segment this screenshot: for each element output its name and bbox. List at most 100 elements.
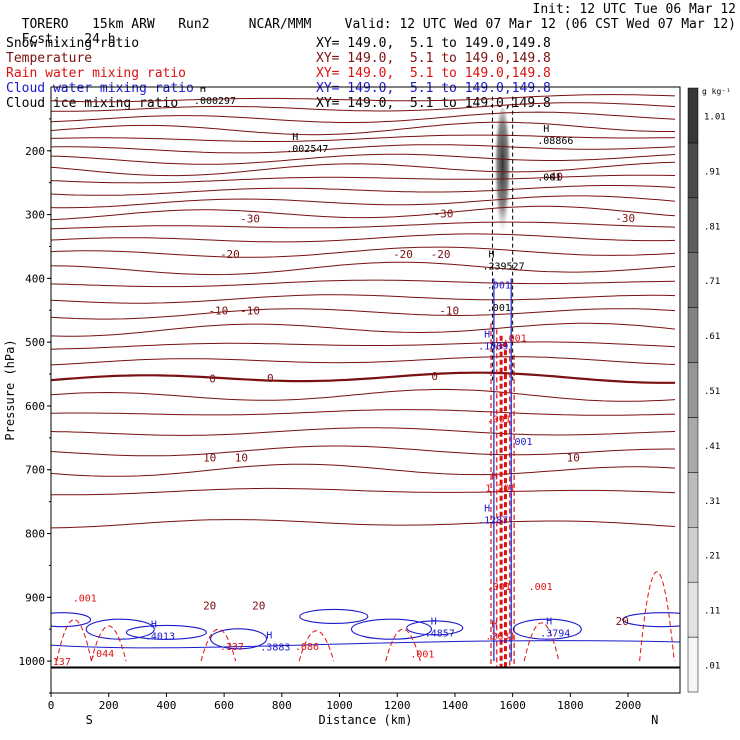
colorbar-segment (687, 581, 699, 638)
cloud-water-contour (51, 612, 92, 628)
colorbar-segment (687, 252, 699, 308)
colorbar-segment (687, 527, 699, 583)
fcst-hours: 24 h (84, 32, 116, 47)
colorbar-segment (687, 87, 699, 144)
isotherm-line (51, 195, 676, 209)
colorbar-label: .51 (704, 387, 720, 397)
isotherm-line (51, 144, 676, 154)
y-tick-label: 900 (25, 591, 45, 604)
isotherm-line (51, 246, 676, 258)
rain-contour (639, 571, 675, 662)
center-name: NCAR/MMM (248, 17, 312, 32)
extremum-marker: H (484, 329, 490, 340)
isotherm-line (51, 134, 676, 142)
model-resolution: 15km ARW (92, 17, 155, 32)
legend-snow-xy: XY= 149.0, 5.1 to 149.0,149.8 (316, 36, 551, 51)
valid-time: Valid: 12 UTC Wed 07 Mar 12 (06 CST Wed … (344, 17, 736, 32)
extremum-marker: H (484, 503, 490, 514)
isotherm-line (51, 294, 676, 304)
isotherm-line (51, 445, 675, 457)
y-tick-label: 700 (25, 464, 45, 477)
isotherm-line (51, 341, 676, 350)
x-tick-label: 0 (48, 699, 55, 712)
cloud-water-contour (209, 628, 268, 650)
extremum-value: .001 (537, 172, 561, 183)
extremum-value: .044 (90, 649, 114, 660)
isotherm-label: 20 (252, 600, 265, 613)
extremum-value: .001 (73, 593, 97, 604)
colorbar-label: .71 (704, 277, 720, 287)
fcst-label: Fcst: (21, 32, 61, 47)
isotherm-label: -30 (240, 212, 260, 225)
extremum-value: 1.201 (485, 484, 515, 495)
extremum-marker: H (292, 132, 298, 143)
x-tick-label: 400 (156, 699, 176, 712)
isotherm-line (51, 487, 676, 496)
cloud-water-contour (406, 620, 464, 636)
extremum-marker: H (200, 84, 206, 95)
x-tick-label: 1200 (384, 699, 411, 712)
colorbar-label: 1.01 (704, 112, 726, 122)
extremum-value: .001 (487, 303, 511, 314)
extremum-value: .001 (487, 582, 511, 593)
isotherm-line (51, 121, 675, 136)
legend-snow: Snow mixing ratio (6, 36, 140, 51)
isotherm-line (51, 174, 676, 184)
rain-contour (523, 622, 560, 662)
isotherm-line (51, 519, 676, 529)
y-axis-label: Pressure (hPa) (3, 339, 17, 440)
isotherm-line (51, 111, 676, 123)
x-tick-label: 800 (272, 699, 292, 712)
rain-contour (298, 630, 335, 662)
y-tick-label: 300 (25, 209, 45, 222)
extremum-value: .001 (529, 582, 553, 593)
cloud-water-contour (512, 618, 582, 640)
rain-contour (385, 628, 421, 662)
extremum-value: .3794 (540, 628, 570, 639)
isotherm-label: 10 (203, 452, 216, 465)
isotherm-line (51, 463, 676, 477)
extremum-value: .4013 (145, 632, 175, 643)
isotherm-label: 0 (267, 372, 274, 385)
colorbar-label: .11 (704, 607, 720, 617)
isotherm-label: 0 (209, 373, 216, 386)
isotherm-line (51, 161, 676, 177)
isotherm-line (51, 102, 676, 112)
y-tick-label: 500 (25, 336, 45, 349)
isotherm-label: -40 (543, 170, 563, 183)
extremum-value: .001 (487, 281, 511, 292)
extremum-value: .137 (220, 642, 244, 653)
rain-contour (90, 625, 127, 662)
legend-temperature-xy: XY= 149.0, 5.1 to 149.0,149.8 (316, 51, 551, 66)
extremum-marker: H (491, 472, 497, 483)
extremum-value: .3883 (260, 642, 290, 653)
model-name: TORERO (21, 17, 69, 32)
rain-contour (200, 628, 237, 662)
isotherm-line (51, 233, 676, 243)
isotherm-label: -10 (439, 304, 459, 317)
extremum-marker: H (266, 630, 272, 641)
colorbar-label: .31 (704, 497, 720, 507)
isotherm-line (51, 356, 676, 366)
cloud-water-contour (51, 640, 680, 649)
colorbar-label: .61 (704, 332, 720, 342)
extremum-value: .000297 (194, 96, 236, 107)
isotherm-line (51, 427, 676, 436)
isotherm-line (51, 371, 675, 384)
isotherm-line (51, 388, 676, 402)
extremum-marker: H (543, 124, 549, 135)
extremum-value: .239527 (482, 262, 524, 273)
isotherm-label: 10 (567, 452, 580, 465)
cloud-water-contour (299, 608, 369, 625)
header-model-line: TORERO 15km ARW Run2 NCAR/MMM (6, 2, 312, 32)
snow-core-shading (493, 107, 512, 252)
legend-temperature: Temperature (6, 51, 93, 66)
colorbar-label: .41 (704, 442, 720, 452)
y-tick-label: 1000 (19, 655, 46, 668)
extremum-marker: H (546, 616, 552, 627)
extremum-value: .08866 (537, 136, 573, 147)
isotherm-label: 20 (203, 600, 216, 613)
isotherm-label: 10 (235, 452, 248, 465)
extremum-value: .002547 (286, 144, 328, 155)
